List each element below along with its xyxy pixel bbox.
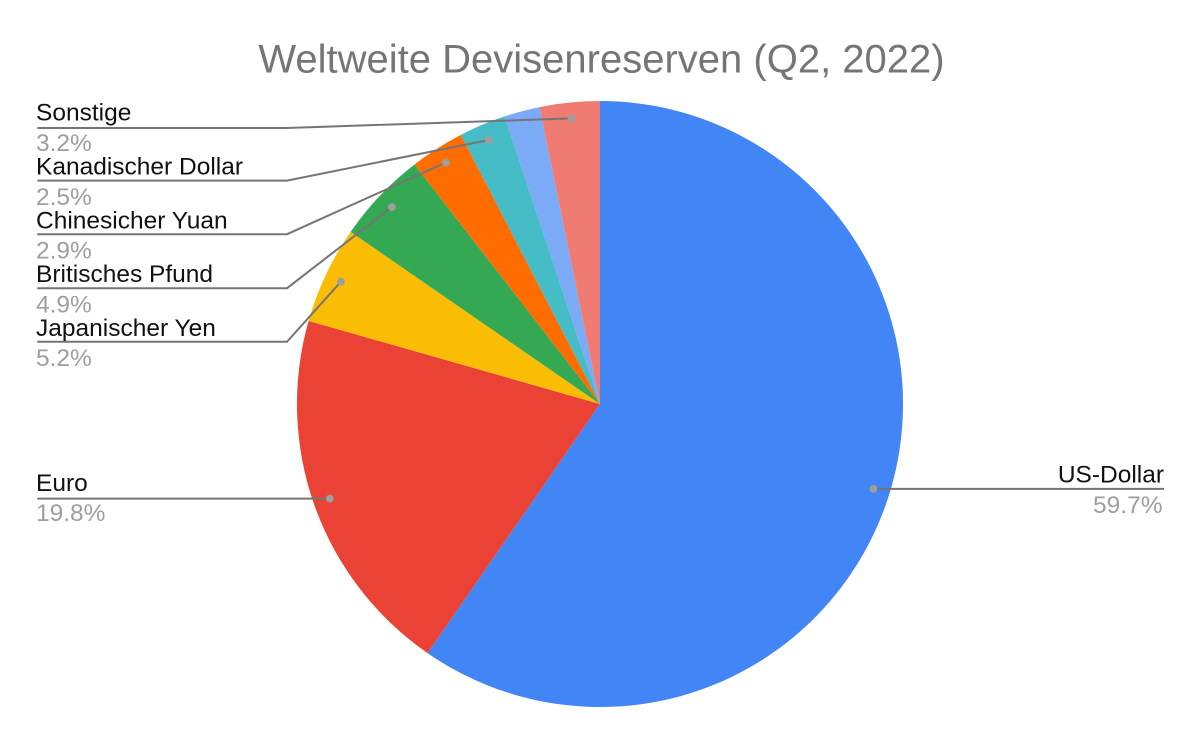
svg-text:5.2%: 5.2% [36, 345, 92, 372]
svg-text:19.8%: 19.8% [36, 500, 105, 527]
svg-text:Kanadischer Dollar: Kanadischer Dollar [36, 154, 243, 181]
svg-text:2.9%: 2.9% [36, 238, 92, 265]
svg-text:Chinesicher Yuan: Chinesicher Yuan [36, 207, 228, 234]
svg-text:3.2%: 3.2% [36, 130, 92, 157]
svg-text:Britisches Pfund: Britisches Pfund [36, 261, 213, 288]
svg-text:2.5%: 2.5% [36, 184, 92, 211]
svg-text:Euro: Euro [36, 470, 88, 497]
svg-text:59.7%: 59.7% [1093, 492, 1162, 519]
svg-text:Weltweite Devisenreserven (Q2,: Weltweite Devisenreserven (Q2, 2022) [258, 38, 944, 82]
svg-text:4.9%: 4.9% [36, 291, 92, 318]
svg-text:Sonstige: Sonstige [36, 100, 131, 127]
svg-text:Japanischer Yen: Japanischer Yen [36, 315, 216, 342]
svg-text:US-Dollar: US-Dollar [1058, 462, 1164, 489]
